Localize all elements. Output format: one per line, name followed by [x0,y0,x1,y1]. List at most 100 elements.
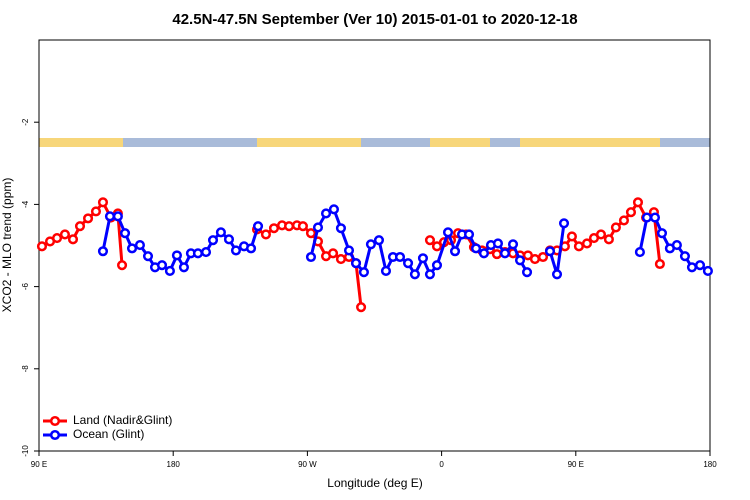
point [431,241,443,252]
point [97,197,109,208]
point [603,234,614,245]
point [142,251,154,262]
point [36,241,48,252]
point [268,223,280,234]
point [119,228,131,239]
point [654,258,665,270]
point [595,229,607,240]
point [537,251,549,263]
point [74,221,86,232]
x-axis-label: Longitude (deg E) [327,476,422,490]
point [215,227,226,238]
land-strip [257,138,361,147]
point [581,238,593,249]
point [305,228,317,239]
point [610,222,621,233]
point [694,260,706,271]
point [134,240,145,251]
point [470,243,482,254]
point [618,215,630,226]
point [200,247,212,258]
point [507,239,519,250]
point [365,239,376,250]
x-tick-label: 0 [439,460,444,469]
point [312,222,324,233]
point [358,267,369,278]
point [335,223,347,234]
point [656,228,668,239]
point [649,212,661,223]
point [558,218,570,229]
point [514,255,526,266]
point [245,243,257,254]
chart-title: 42.5N-47.5N September (Ver 10) 2015-01-0… [172,11,577,28]
point [573,241,584,252]
point [403,258,414,269]
point [104,211,116,222]
point [297,221,308,232]
point [207,235,219,246]
point [521,267,533,278]
legend-marker [49,429,61,441]
point [335,254,347,265]
point [424,235,436,246]
land-strip [39,138,123,147]
point [625,207,637,218]
point [83,213,94,224]
point [252,221,264,232]
point [164,265,175,277]
point [679,251,690,262]
point [380,265,392,277]
point [529,254,540,265]
point [327,248,339,259]
point [431,260,443,271]
point [551,269,563,280]
point [491,249,502,260]
point [373,235,385,246]
point [424,269,436,280]
legend-label: Ocean (Glint) [73,427,144,441]
point [117,260,128,271]
point [305,251,317,263]
x-tick-label: 90 E [568,460,584,469]
point [178,262,189,273]
point [499,248,511,259]
point [702,265,713,277]
point [112,211,123,222]
y-axis-label: XCO2 - MLO trend (ppm) [0,178,14,313]
ocean-strip [39,138,710,147]
point [356,302,367,313]
point [478,248,489,259]
x-tick-label: 180 [703,460,717,469]
land-mask-strip [39,138,710,147]
point [59,229,70,240]
point [463,229,475,240]
point [171,250,182,261]
y-tick-label: -4 [21,200,30,208]
point [686,262,698,273]
point [632,197,644,208]
y-tick-label: -2 [21,118,30,126]
point [97,246,109,257]
point [394,251,406,263]
y-tick-label: -10 [21,445,30,457]
series-line [101,207,709,278]
x-tick-label: 90 E [31,460,47,469]
point [156,260,168,271]
point [409,269,420,280]
point [260,229,271,240]
point [492,238,504,249]
point [442,227,454,238]
x-tick-label: 180 [167,460,181,469]
point [320,208,332,219]
point [566,231,577,242]
point [90,206,102,217]
point [671,240,682,251]
point [343,245,355,256]
point [126,243,138,254]
point [449,246,461,257]
y-tick-label: -6 [21,282,30,290]
land-strip [520,138,660,147]
legend-marker [49,415,61,427]
